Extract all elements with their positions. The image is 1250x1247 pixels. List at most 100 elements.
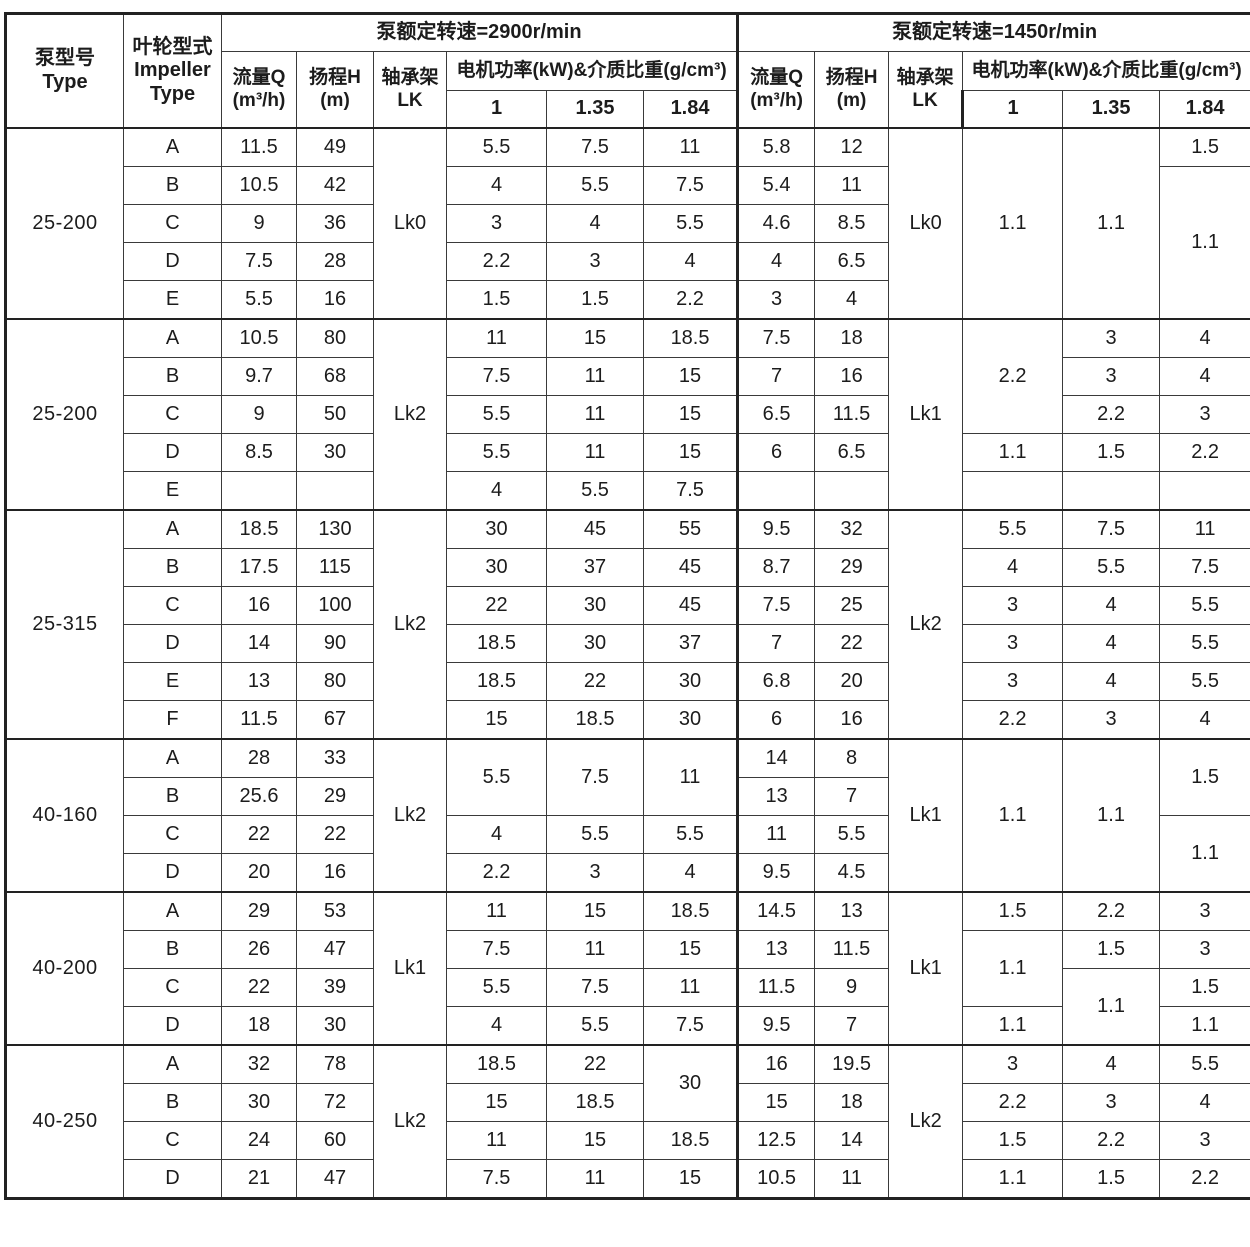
cell-power-1450-sg1-35: 1.5 (1062, 1159, 1161, 1199)
cell-bearing-2900: Lk2 (373, 1044, 447, 1199)
cell-power-2900-sg1-84: 7.5 (642, 1006, 739, 1046)
cell-head-2900: 36 (296, 204, 374, 243)
table-row: E 13 80 18.5 22 30 6.8 20 3 4 5.5 (6, 662, 1250, 701)
cell-power-2900-sg1-84: 4 (642, 853, 739, 893)
cell-power-2900-sg1-84: 18.5 (642, 1121, 739, 1160)
cell-impeller: F (123, 700, 222, 740)
cell-flow-2900: 7.5 (221, 242, 297, 281)
cell-flow-2900: 24 (221, 1121, 297, 1160)
header-density-1450-1.84: 1.84 (1159, 90, 1250, 129)
cell-power-2900-sg1-35: 3 (546, 242, 644, 281)
cell-impeller: C (123, 968, 222, 1007)
cell-impeller: E (123, 471, 222, 511)
header-bearing-2900-lk: LK (397, 89, 423, 111)
cell-impeller: D (123, 853, 222, 893)
cell-impeller: A (123, 891, 222, 931)
cell-head-2900: 115 (296, 548, 374, 587)
cell-power-2900-sg1-35: 1.5 (546, 280, 644, 320)
cell-power-2900-sg1-84: 45 (642, 586, 739, 625)
table-body: 25-200 A 11.5 49 Lk0 5.5 7.5 11 5.8 12 Lk0 1.1 1.1 1.… (5, 127, 1250, 1199)
header-bearing-2900: 轴承架 LK (373, 51, 447, 129)
cell-power-2900-sg1: 4 (446, 166, 547, 205)
cell-flow-1450: 15 (736, 1083, 816, 1122)
cell-impeller: A (123, 738, 222, 778)
cell-flow-2900: 13 (221, 662, 297, 701)
cell-flow-1450: 4.6 (736, 204, 816, 243)
cell-head-2900: 49 (296, 127, 374, 167)
header-head-1450-zh: 扬程H (825, 67, 878, 89)
cell-power-1450-sg1-35: 4 (1062, 586, 1161, 625)
cell-impeller: B (123, 777, 222, 816)
header-power-1450: 电机功率(kW)&介质比重(g/cm³) (962, 51, 1250, 91)
cell-power-1450-sg1-84: 4 (1159, 357, 1250, 396)
table-row: C 16 100 22 30 45 7.5 25 3 4 5.5 (6, 586, 1250, 625)
cell-head-2900: 47 (296, 930, 374, 969)
cell-power-2900-sg1-84: 55 (642, 509, 739, 549)
cell-flow-2900: 25.6 (221, 777, 297, 816)
cell-pump-type: 25-315 (5, 509, 124, 740)
cell-power-1450-sg1: 5.5 (962, 509, 1064, 549)
cell-head-1450: 13 (814, 891, 890, 931)
cell-head-1450: 5.5 (814, 815, 890, 854)
cell-power-2900-sg1: 2.2 (446, 853, 547, 893)
cell-head-1450: 18 (814, 1083, 890, 1122)
cell-power-2900-sg1-84: 4 (642, 242, 739, 281)
header-flow-1450-zh: 流量Q (750, 67, 803, 89)
cell-head-2900: 50 (296, 395, 374, 434)
cell-power-1450-sg1-35: 3 (1062, 1083, 1161, 1122)
header-pump-type-en: Type (42, 71, 88, 93)
cell-flow-1450: 11 (736, 815, 816, 854)
cell-pump-type: 25-200 (5, 318, 124, 511)
cell-head-1450: 4 (814, 280, 890, 320)
cell-flow-1450: 4 (736, 242, 816, 281)
header-head-1450-unit: (m) (836, 89, 867, 111)
cell-power-2900-sg1: 22 (446, 586, 547, 625)
cell-flow-2900: 20 (221, 853, 297, 893)
cell-head-2900: 68 (296, 357, 374, 396)
cell-power-2900-sg1-84: 30 (642, 1044, 739, 1122)
cell-impeller: D (123, 1006, 222, 1046)
cell-power-2900-sg1-84: 2.2 (642, 280, 739, 320)
cell-head-2900: 80 (296, 318, 374, 358)
header-impeller-en2: Type (149, 82, 196, 105)
cell-power-2900-sg1: 15 (446, 1083, 547, 1122)
cell-head-1450: 8.5 (814, 204, 890, 243)
cell-impeller: D (123, 433, 222, 472)
header-pump-type-zh: 泵型号 (35, 47, 95, 70)
cell-head-2900: 47 (296, 1159, 374, 1199)
cell-power-1450-sg1-35: 7.5 (1062, 509, 1161, 549)
table-row: 40-200 A 29 53 Lk1 11 15 18.5 14.5 13 Lk1 1.5 2.2 3 (5, 891, 1250, 1046)
cell-power-2900-sg1: 7.5 (446, 930, 547, 969)
cell-bearing-1450: Lk1 (888, 318, 964, 511)
table-row: D 21 47 7.5 11 15 10.5 11 1.1 1.5 2.2 (6, 1159, 1250, 1199)
cell-power-1450-sg1-84: 1.5 (1159, 738, 1250, 816)
cell-bearing-1450: Lk2 (888, 1044, 964, 1199)
cell-power-1450-sg1-35: 1.5 (1062, 433, 1161, 472)
cell-flow-2900: 9.7 (221, 357, 297, 396)
cell-power-2900-sg1-84: 18.5 (642, 891, 739, 931)
cell-power-2900-sg1: 4 (446, 1006, 547, 1046)
table-row: 25-315 A 18.5 130 Lk2 30 45 55 9.5 32 Lk2 5.5 7.5 11 (5, 509, 1250, 740)
cell-power-2900-sg1-84: 5.5 (642, 815, 739, 854)
cell-flow-1450: 13 (736, 777, 816, 816)
cell-flow-2900: 14 (221, 624, 297, 663)
cell-head-1450: 7 (814, 1006, 890, 1046)
cell-impeller: C (123, 395, 222, 434)
cell-impeller: E (123, 280, 222, 320)
cell-power-1450-sg1: 4 (962, 548, 1064, 587)
cell-power-2900-sg1: 30 (446, 509, 547, 549)
cell-power-2900-sg1: 2.2 (446, 242, 547, 281)
cell-head-2900: 80 (296, 662, 374, 701)
cell-power-2900-sg1-35: 3 (546, 853, 644, 893)
header-flow-1450-unit: (m³/h) (750, 89, 803, 111)
cell-bearing-2900: Lk2 (373, 738, 447, 893)
cell-power-2900-sg1-35: 5.5 (546, 166, 644, 205)
cell-power-1450-sg1: 3 (962, 624, 1064, 663)
cell-power-2900-sg1-84: 5.5 (642, 204, 739, 243)
cell-power-1450-sg1-35: 1.5 (1062, 930, 1161, 969)
cell-power-2900-sg1-84: 15 (642, 433, 739, 472)
cell-flow-1450: 16 (736, 1044, 816, 1084)
cell-power-2900-sg1: 18.5 (446, 662, 547, 701)
cell-power-1450-sg1-84: 4 (1159, 318, 1250, 358)
cell-flow-1450: 5.8 (736, 127, 816, 167)
